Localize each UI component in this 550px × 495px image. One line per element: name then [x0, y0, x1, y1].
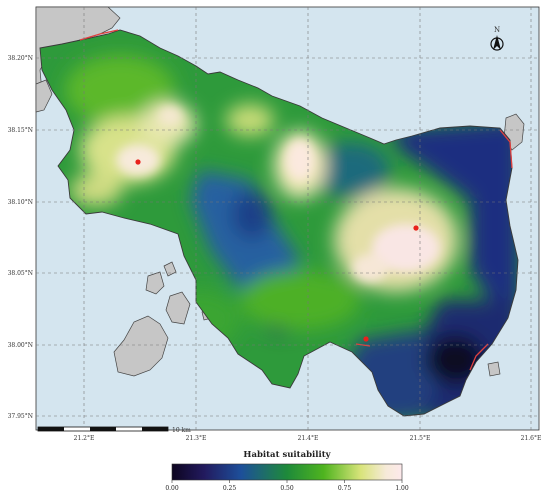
west-islet — [35, 79, 53, 113]
lon-label: 21.6°E — [521, 435, 542, 442]
lat-label: 38.20°N — [8, 55, 33, 62]
latitude-labels: 38.20°N 38.15°N 38.10°N 38.05°N 38.00°N … — [8, 55, 33, 420]
legend-title: Habitat suitability — [243, 450, 331, 460]
coast-highlights — [79, 29, 513, 371]
north-arrow-label: N — [494, 26, 500, 34]
scale-bar-label: 10 km — [172, 427, 191, 434]
lon-label: 21.5°E — [410, 435, 431, 442]
lat-label: 37.95°N — [8, 413, 33, 420]
islet-3 — [487, 361, 501, 377]
legend-tick: 1.00 — [395, 485, 409, 492]
legend-tick: 0.75 — [338, 485, 352, 492]
lon-label: 21.4°E — [298, 435, 319, 442]
legend: Habitat suitability 0.00 0.25 0.50 0.75 … — [165, 450, 409, 492]
legend-colorbar — [171, 463, 403, 481]
lat-label: 38.15°N — [8, 127, 33, 134]
lat-label: 38.00°N — [8, 342, 33, 349]
scale-bar: 10 km — [37, 426, 191, 434]
occurrence-point — [413, 225, 419, 231]
occurrence-point — [135, 159, 141, 165]
lat-label: 38.10°N — [8, 199, 33, 206]
legend-tick: 0.50 — [280, 485, 294, 492]
legend-tick: 0.00 — [165, 485, 179, 492]
lon-label: 21.3°E — [186, 435, 207, 442]
north-arrow-icon — [493, 35, 501, 50]
lat-label: 38.05°N — [8, 270, 33, 277]
island-small-1 — [165, 291, 191, 325]
longitude-labels: 21.2°E 21.3°E 21.4°E 21.5°E 21.6°E — [74, 435, 542, 442]
island-small-2 — [145, 271, 165, 295]
graticule — [36, 7, 539, 430]
southwest-island — [113, 315, 169, 377]
legend-tick: 0.25 — [223, 485, 237, 492]
occurrence-points — [135, 159, 419, 342]
study-area-outline — [39, 29, 519, 417]
lon-label: 21.2°E — [74, 435, 95, 442]
islet-1 — [163, 261, 177, 277]
north-arrow: N — [490, 26, 504, 51]
occurrence-point — [363, 336, 369, 342]
